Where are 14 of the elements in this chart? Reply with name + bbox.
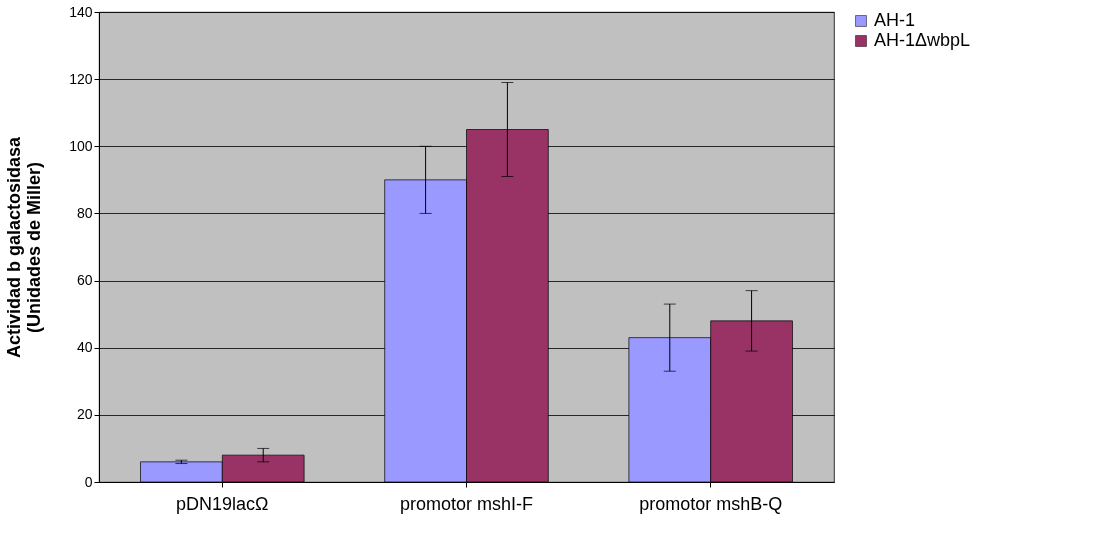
legend-label: AH-1ΔwbpL — [874, 30, 971, 50]
x-tick-label: promotor mshB-Q — [639, 493, 783, 514]
legend-label: AH-1 — [874, 10, 916, 30]
x-tick-label: promotor mshI-F — [399, 493, 534, 514]
y-tick-label: 40 — [76, 339, 93, 356]
y-tick-label: 20 — [76, 406, 93, 423]
x-tick-label: pDN19lacΩ — [176, 493, 269, 514]
y-axis-title: Actividad b galactosidasa (Unidades de Miller) — [4, 135, 45, 359]
y-tick-label: 140 — [69, 3, 93, 20]
y-tick-label: 60 — [76, 272, 93, 289]
y-tick-label: 0 — [84, 473, 93, 490]
y-tick-label: 80 — [76, 204, 93, 221]
y-tick-label: 100 — [69, 137, 93, 154]
y-tick-label: 120 — [69, 70, 93, 87]
